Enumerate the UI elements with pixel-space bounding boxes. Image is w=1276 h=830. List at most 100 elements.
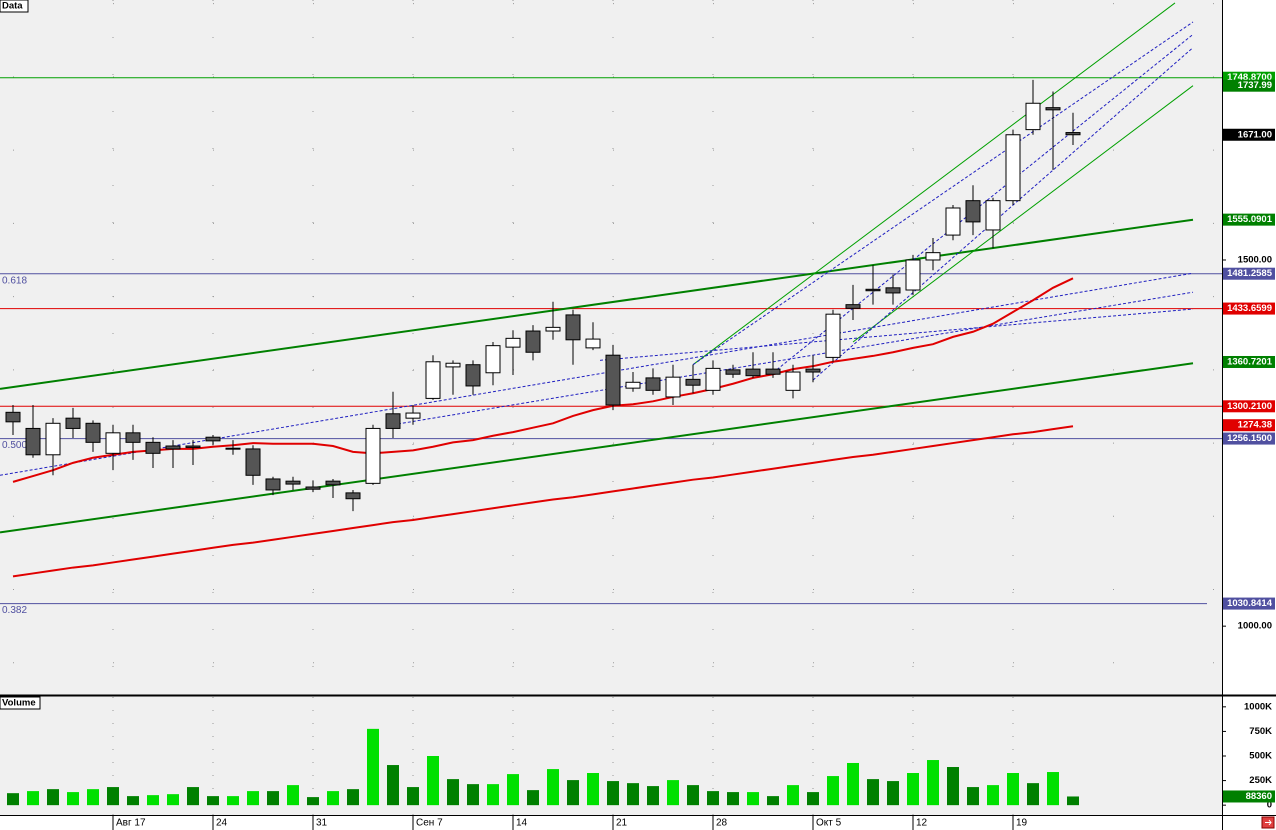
date-label: 24 — [216, 818, 228, 829]
volume-bar — [387, 765, 399, 806]
marker-label: 1555.0901 — [1227, 214, 1273, 225]
fib-label: 0.500 — [2, 440, 27, 451]
date-label: Авг 17 — [116, 818, 146, 829]
trendline — [692, 2, 1176, 366]
volume-bar — [667, 780, 679, 806]
candle-body — [25, 427, 41, 456]
volume-bar — [27, 791, 39, 806]
volume-bar — [947, 767, 959, 806]
trendline — [392, 291, 1194, 426]
volume-tick-label: 250K — [1249, 775, 1272, 786]
candle-body — [485, 345, 501, 374]
volume-tick-label: 1000K — [1244, 701, 1272, 712]
candle-body — [405, 412, 421, 419]
candle-body — [1065, 132, 1081, 136]
volume-bar — [487, 784, 499, 806]
candle-body — [1005, 134, 1021, 202]
volume-bar — [747, 792, 759, 806]
trendline — [599, 308, 1194, 361]
volume-bar — [307, 797, 319, 806]
panel-title-box — [0, 0, 29, 13]
candle-body — [1025, 102, 1041, 131]
marker-box — [1223, 355, 1275, 368]
trendline — [692, 21, 1194, 366]
level-box — [1223, 597, 1275, 610]
trendline — [852, 85, 1194, 343]
date-label: 28 — [716, 818, 728, 829]
arrow-icon — [1265, 819, 1272, 826]
candle-body — [145, 441, 161, 454]
volume-bar — [247, 791, 259, 806]
candle-body — [425, 361, 441, 399]
volume-bar — [227, 796, 239, 806]
candle-body — [45, 422, 61, 456]
level-box — [1223, 302, 1275, 315]
date-axis-area — [0, 815, 1276, 830]
candle-body — [565, 314, 581, 341]
candle-body — [225, 447, 241, 450]
candle-body — [105, 432, 121, 454]
candle-body — [305, 486, 321, 490]
volume-bar — [447, 779, 459, 806]
candle-body — [925, 252, 941, 261]
candle-body — [585, 338, 601, 349]
level-label: 1748.8700 — [1227, 72, 1272, 83]
level-label: 1433.6599 — [1227, 303, 1272, 314]
volume-bar — [787, 785, 799, 806]
candle-body — [965, 200, 981, 223]
volume-bar — [147, 795, 159, 806]
candle-body — [1045, 107, 1061, 111]
volume-bar — [47, 789, 59, 806]
volume-last-box — [1223, 790, 1275, 803]
candle-body — [365, 427, 381, 484]
date-label: 12 — [916, 818, 928, 829]
candle-body — [825, 313, 841, 358]
candle-body — [985, 200, 1001, 231]
level-label: 1300.2100 — [1227, 401, 1272, 412]
volume-tick-label: 500K — [1249, 751, 1272, 762]
volume-bar — [287, 785, 299, 806]
candle-body — [885, 287, 901, 294]
candle-body — [845, 304, 861, 309]
fib-label: 0.382 — [2, 605, 27, 616]
volume-bar — [1027, 783, 1039, 806]
trendline — [812, 47, 1194, 381]
candle-body — [465, 364, 481, 387]
candle-body — [445, 362, 461, 368]
marker-label: 1671.00 — [1238, 129, 1272, 140]
y-tick-label: 1000.00 — [1238, 621, 1272, 632]
volume-bar — [987, 785, 999, 806]
level-label: 1030.8414 — [1227, 598, 1273, 609]
volume-bar — [907, 773, 919, 806]
candle-body — [165, 445, 181, 450]
level-box — [1223, 432, 1275, 445]
fib-label: 0.618 — [2, 275, 27, 286]
volume-bar — [67, 792, 79, 806]
volume-bar — [167, 794, 179, 806]
volume-bar — [207, 796, 219, 806]
candle-body — [5, 411, 21, 423]
volume-bar — [327, 791, 339, 806]
candle-body — [605, 354, 621, 406]
candle-body — [125, 432, 141, 443]
volume-bar — [867, 779, 879, 806]
y-tick-label: 1500.00 — [1238, 254, 1272, 265]
candle-body — [745, 368, 761, 377]
candle-body — [185, 445, 201, 448]
candle-body — [545, 326, 561, 332]
panel-title: Data — [2, 1, 23, 12]
candle-body — [285, 480, 301, 485]
volume-bar — [1047, 772, 1059, 806]
candle-body — [685, 378, 701, 386]
marker-label: 1737.99 — [1238, 80, 1272, 91]
volume-bar — [827, 776, 839, 806]
volume-bar — [127, 796, 139, 806]
candle-body — [265, 478, 281, 491]
volume-bar — [1067, 796, 1079, 806]
volume-bar — [707, 791, 719, 806]
candle-body — [205, 436, 221, 442]
volume-bar — [427, 756, 439, 806]
